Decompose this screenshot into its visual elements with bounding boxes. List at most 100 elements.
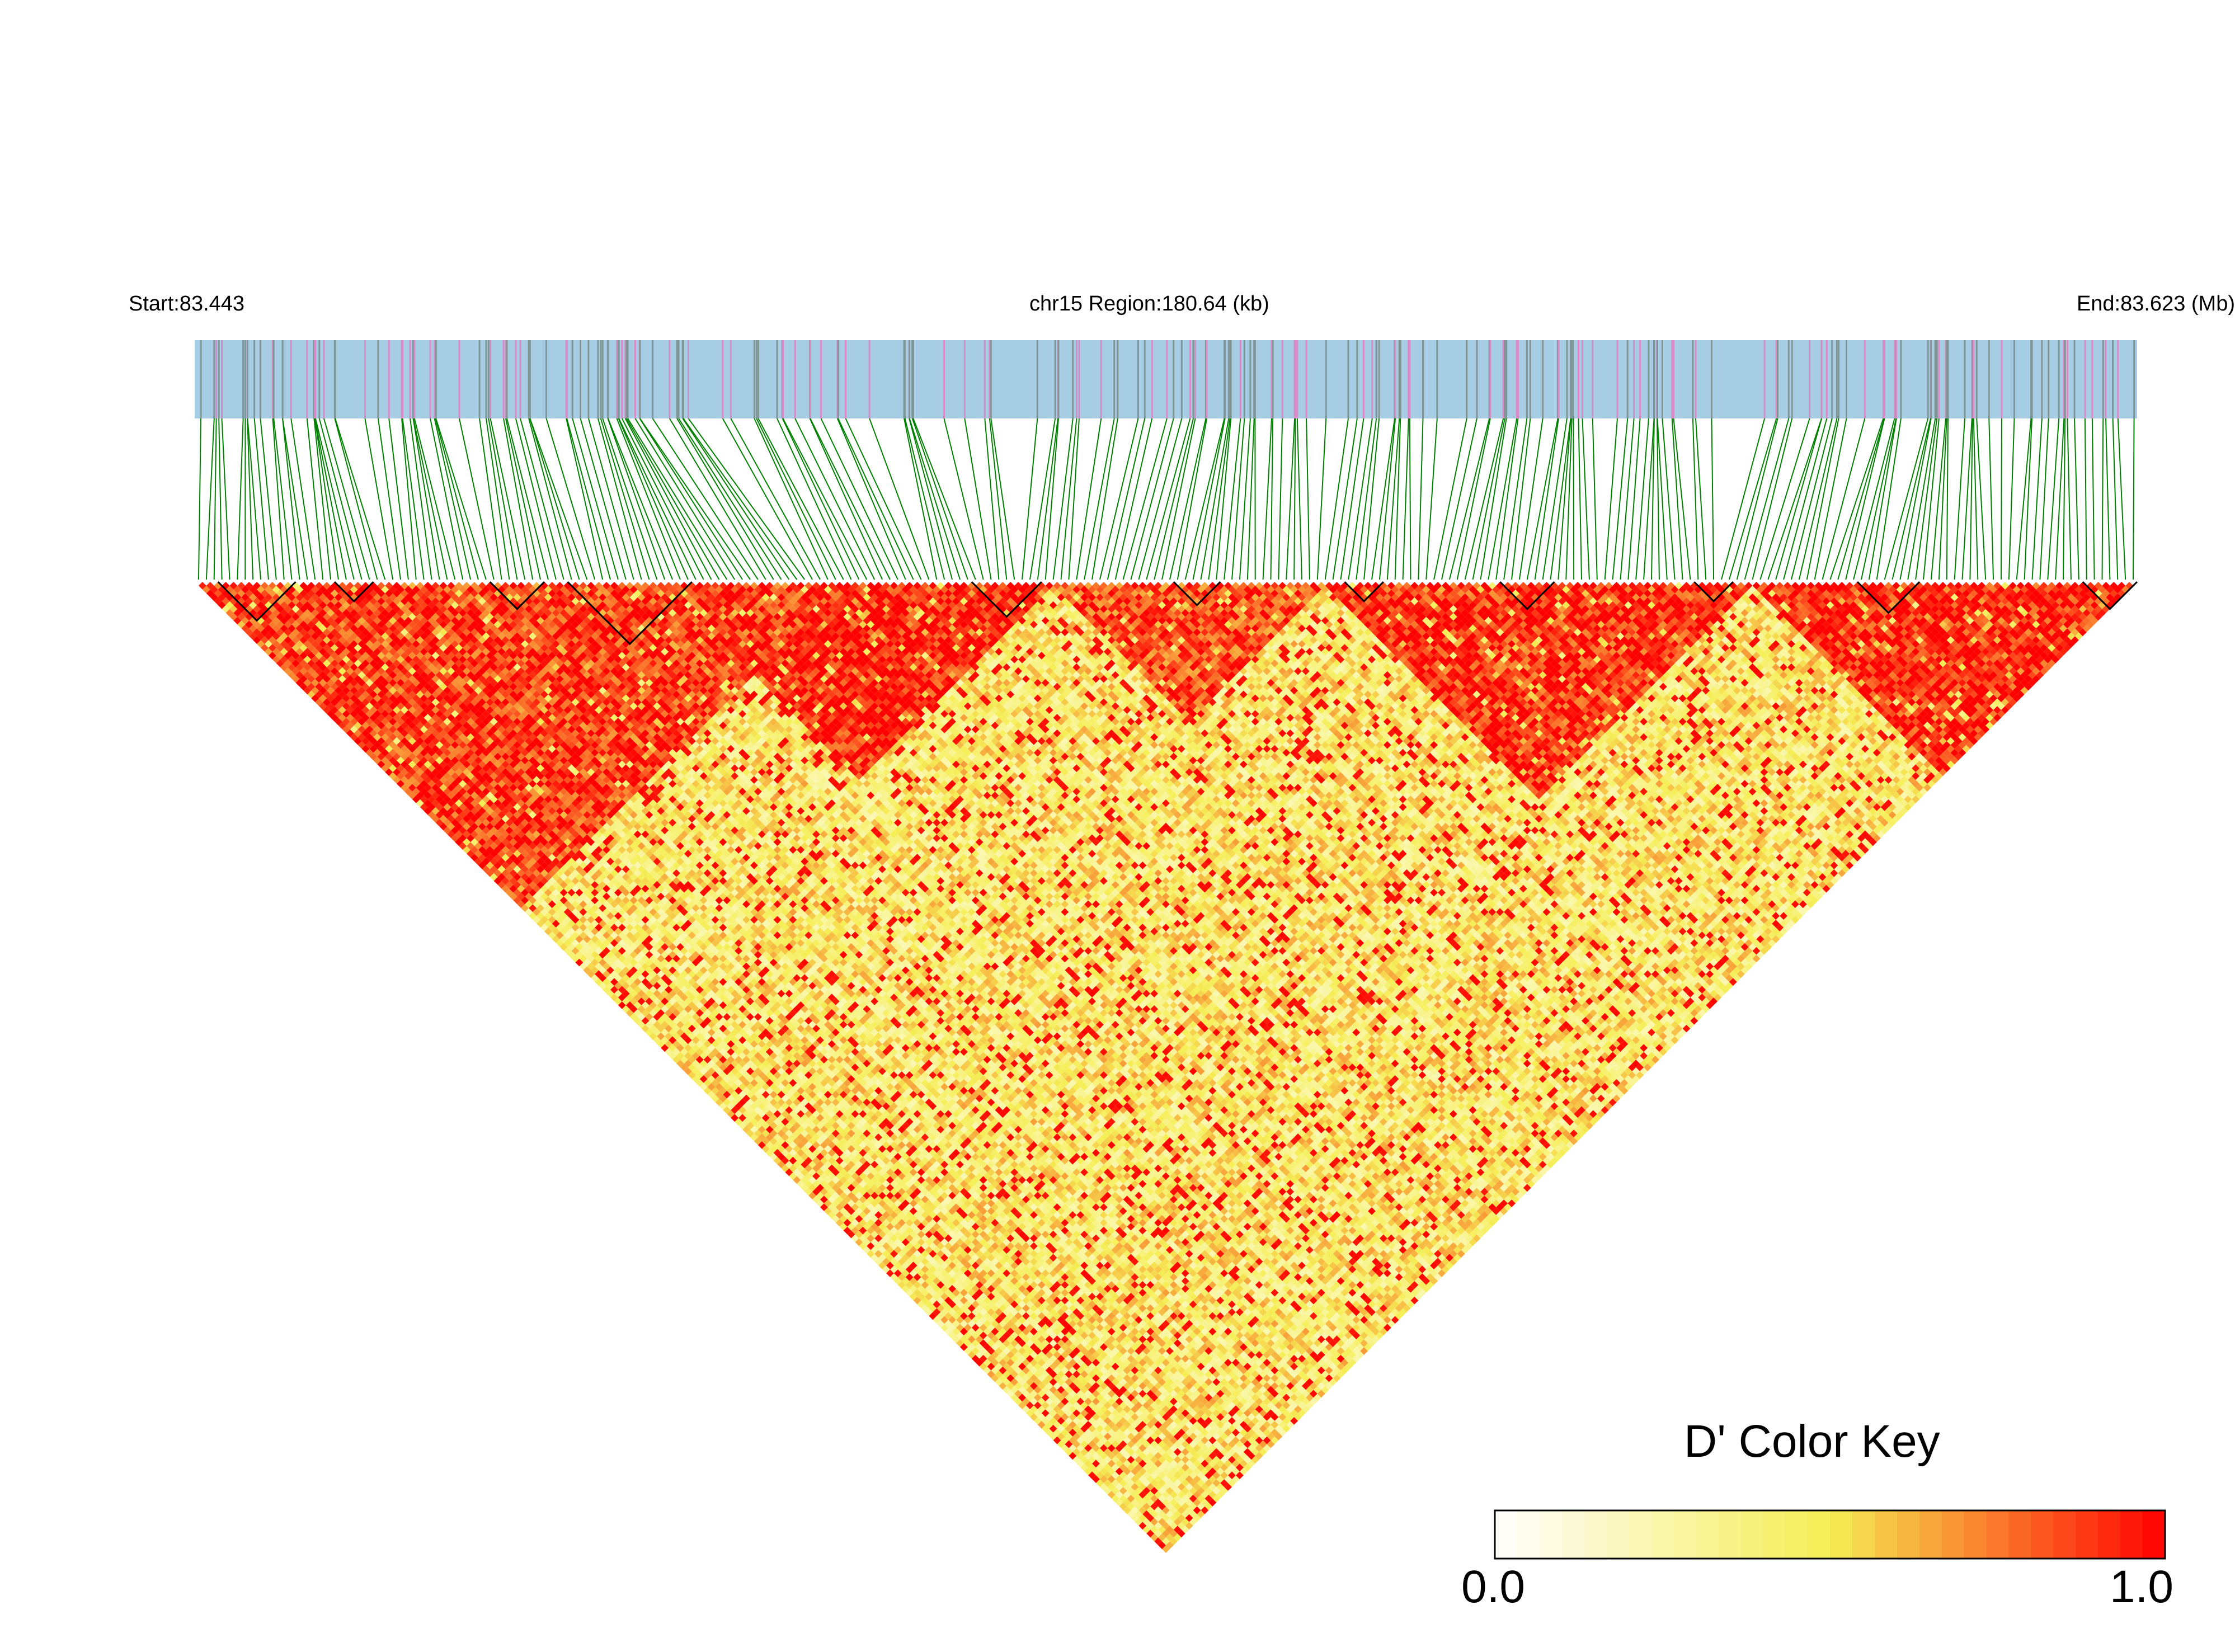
snp-connector	[1146, 418, 1190, 580]
snp-connector	[1947, 418, 1948, 580]
snp-connector	[2025, 418, 2032, 580]
snp-connector	[436, 418, 486, 580]
snp-connector	[222, 418, 230, 580]
snp-connector	[378, 418, 401, 580]
snp-connector	[1605, 418, 1617, 580]
snp-connector	[913, 418, 975, 580]
snp-connector	[1582, 418, 1589, 580]
snp-connector	[1442, 418, 1477, 580]
snp-connector	[1673, 418, 1690, 580]
snp-connector	[758, 418, 843, 580]
snp-connector	[2067, 418, 2071, 580]
snp-connector	[1108, 418, 1145, 580]
snp-connector	[2032, 418, 2042, 580]
snp-connector	[1613, 418, 1628, 580]
snp-connector	[910, 418, 960, 580]
snp-connector	[1977, 418, 1985, 580]
snp-connector	[1869, 418, 1897, 580]
snp-connector	[2009, 418, 2015, 580]
snp-connector	[1116, 418, 1152, 580]
snp-connector	[530, 418, 587, 580]
snp-connector	[1100, 418, 1138, 580]
snp-connector	[777, 418, 851, 580]
snp-connector	[1278, 418, 1282, 580]
snp-connector	[237, 418, 243, 580]
snp-connector	[1760, 418, 1809, 580]
snp-connector	[1939, 418, 1947, 580]
snp-connector	[1092, 418, 1118, 580]
snp-connector	[247, 418, 253, 580]
snp-connector	[2106, 418, 2110, 580]
snp-connector	[314, 418, 331, 580]
snp-connector	[2092, 418, 2095, 580]
snp-connector	[1263, 418, 1272, 580]
snp-connector	[1830, 418, 1883, 580]
snp-connector	[1711, 418, 1714, 580]
ld-heatmap-cells	[199, 582, 2133, 1553]
snp-connector	[214, 418, 217, 580]
snp-connector	[2133, 418, 2134, 580]
snp-connector	[1294, 418, 1295, 580]
snp-connector	[1672, 418, 1683, 580]
snp-connector	[1318, 418, 1326, 580]
snp-connector	[219, 418, 222, 580]
snp-connector	[1297, 418, 1302, 580]
snp-connector	[365, 418, 393, 580]
snp-connector	[260, 418, 276, 580]
snp-connector-lines	[199, 418, 2134, 580]
snp-connector	[1426, 418, 1437, 580]
snp-connector	[1403, 418, 1409, 580]
snp-connector	[402, 418, 416, 580]
snp-connector	[2085, 418, 2087, 580]
snp-position-band	[195, 340, 2137, 418]
snp-connector	[459, 418, 494, 580]
snp-connector	[1022, 418, 1037, 580]
snp-connector	[2113, 418, 2118, 580]
snp-connector	[1620, 418, 1634, 580]
snp-connector	[1578, 418, 1582, 580]
snp-connector	[683, 418, 797, 580]
snp-connector	[1418, 418, 1423, 580]
snp-connector	[1593, 418, 1597, 580]
snp-connector	[199, 418, 201, 580]
snp-connector	[2040, 418, 2048, 580]
snp-connector	[283, 418, 299, 580]
snp-connector	[2063, 418, 2065, 580]
snp-connector	[1306, 418, 1310, 580]
snp-connector	[1989, 418, 1993, 580]
snp-connector	[2001, 418, 2002, 580]
snp-connector	[1450, 418, 1489, 580]
snp-connector	[2118, 418, 2125, 580]
snp-connector	[567, 418, 610, 580]
snp-connector	[821, 418, 898, 580]
snp-connector	[2017, 418, 2031, 580]
snp-connector	[1573, 418, 1574, 580]
snp-connector	[1729, 418, 1776, 580]
snp-connector	[319, 418, 362, 580]
snp-connector	[635, 418, 735, 580]
snp-connector	[909, 418, 952, 580]
snp-connector	[435, 418, 470, 580]
snp-connector	[905, 418, 945, 580]
snp-connector	[1410, 418, 1411, 580]
snp-connector	[1974, 418, 1978, 580]
snp-connector	[1271, 418, 1273, 580]
snp-connector	[255, 418, 269, 580]
snp-connector	[1178, 418, 1207, 580]
snp-connector	[307, 418, 323, 580]
snp-connector	[2074, 418, 2079, 580]
snp-connector	[1372, 418, 1395, 580]
snp-connector	[601, 418, 650, 580]
snp-connector	[1473, 418, 1505, 580]
snp-connector	[1838, 418, 1884, 580]
snp-connector	[2102, 418, 2104, 580]
snp-connector	[206, 418, 214, 580]
snp-connector	[1662, 418, 1674, 580]
snp-connector	[845, 418, 921, 580]
snp-connector	[335, 418, 385, 580]
snp-connector	[247, 418, 261, 580]
snp-connector	[838, 418, 913, 580]
snp-connector	[991, 418, 1014, 580]
snp-connector	[1768, 418, 1822, 580]
